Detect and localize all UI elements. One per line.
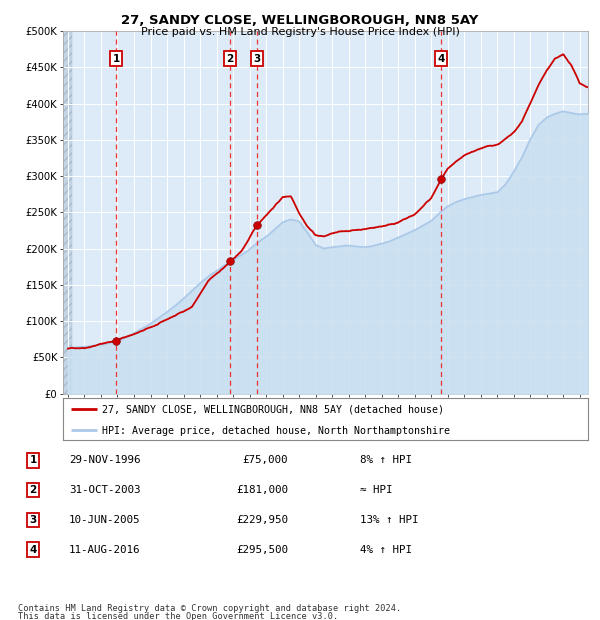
Text: 4% ↑ HPI: 4% ↑ HPI — [360, 544, 412, 554]
Text: 10-JUN-2005: 10-JUN-2005 — [69, 515, 140, 525]
Text: Contains HM Land Registry data © Crown copyright and database right 2024.: Contains HM Land Registry data © Crown c… — [18, 604, 401, 613]
Text: Price paid vs. HM Land Registry's House Price Index (HPI): Price paid vs. HM Land Registry's House … — [140, 27, 460, 37]
Text: 2: 2 — [29, 485, 37, 495]
Text: 4: 4 — [29, 544, 37, 554]
Text: 13% ↑ HPI: 13% ↑ HPI — [360, 515, 419, 525]
Text: £229,950: £229,950 — [236, 515, 288, 525]
Text: 4: 4 — [437, 53, 445, 64]
Text: 29-NOV-1996: 29-NOV-1996 — [69, 455, 140, 465]
Text: 1: 1 — [113, 53, 120, 64]
Text: 1: 1 — [29, 455, 37, 465]
Polygon shape — [63, 31, 72, 394]
Text: £295,500: £295,500 — [236, 544, 288, 554]
Text: 31-OCT-2003: 31-OCT-2003 — [69, 485, 140, 495]
Text: 27, SANDY CLOSE, WELLINGBOROUGH, NN8 5AY (detached house): 27, SANDY CLOSE, WELLINGBOROUGH, NN8 5AY… — [103, 404, 445, 414]
Text: 3: 3 — [253, 53, 260, 64]
Text: 3: 3 — [29, 515, 37, 525]
Text: ≈ HPI: ≈ HPI — [360, 485, 392, 495]
Text: This data is licensed under the Open Government Licence v3.0.: This data is licensed under the Open Gov… — [18, 612, 338, 620]
Text: 8% ↑ HPI: 8% ↑ HPI — [360, 455, 412, 465]
Text: HPI: Average price, detached house, North Northamptonshire: HPI: Average price, detached house, Nort… — [103, 425, 451, 435]
Text: £75,000: £75,000 — [242, 455, 288, 465]
Text: 2: 2 — [227, 53, 234, 64]
Text: 27, SANDY CLOSE, WELLINGBOROUGH, NN8 5AY: 27, SANDY CLOSE, WELLINGBOROUGH, NN8 5AY — [121, 14, 479, 27]
Text: £181,000: £181,000 — [236, 485, 288, 495]
Text: 11-AUG-2016: 11-AUG-2016 — [69, 544, 140, 554]
